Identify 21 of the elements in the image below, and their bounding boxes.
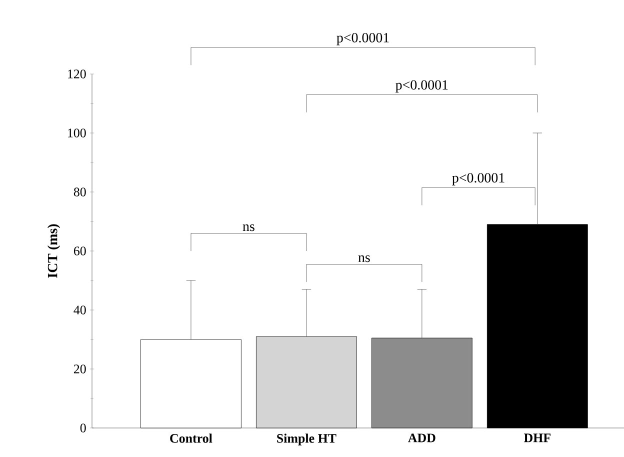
annotation: ns — [358, 255, 370, 262]
annotation: p<0.0001 — [396, 80, 448, 92]
x-tick-label: Control — [170, 434, 212, 443]
annotation: p<0.0001 — [452, 173, 504, 186]
bar — [140, 339, 242, 428]
bar — [256, 336, 357, 428]
y-tick-label: 20 — [74, 364, 86, 374]
x-tick-label: Simple HT — [277, 434, 336, 446]
y-tick-label: 60 — [74, 246, 86, 256]
y-tick-label: 40 — [74, 306, 86, 314]
bar — [486, 224, 588, 428]
bar — [371, 338, 472, 428]
x-tick-label: DHF — [524, 434, 550, 442]
y-tick-label: 80 — [74, 188, 86, 196]
x-tick-label: ADD — [408, 434, 436, 442]
y-tick-label: 120 — [68, 70, 86, 78]
y-axis-title: ICT (ms) — [47, 224, 60, 278]
y-tick-label: 0 — [80, 424, 86, 432]
y-tick-label: 100 — [68, 128, 86, 138]
annotation: ns — [242, 224, 254, 232]
text: p<0.0001 — [336, 32, 389, 46]
